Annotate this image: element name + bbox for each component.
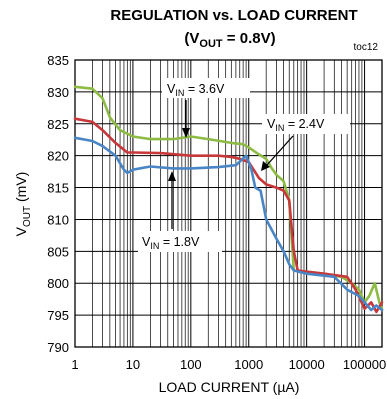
- y-tick-label: 815: [47, 181, 69, 196]
- x-axis-label: LOAD CURRENT (µA): [159, 379, 300, 395]
- y-tick-label: 830: [47, 85, 69, 100]
- annotation-2v4-bg: [262, 114, 350, 134]
- annotation-2v4: VIN = 2.4V: [267, 117, 325, 133]
- y-tick-label: 835: [47, 53, 69, 68]
- annotation-2v4-arrow-head: [261, 161, 270, 171]
- x-tick-label: 10: [126, 357, 140, 372]
- y-tick-label: 805: [47, 244, 69, 259]
- series-line-2: [73, 117, 384, 314]
- chart-subtitle: (VOUT = 0.8V): [184, 30, 275, 50]
- y-tick-label: 825: [47, 117, 69, 132]
- y-tick-label: 800: [47, 276, 69, 291]
- chart-grid: [74, 59, 383, 348]
- subtitle-prefix: (V: [184, 30, 199, 47]
- annotation-3v6: VIN = 3.6V: [167, 82, 225, 98]
- x-tick-label: 100000: [343, 357, 386, 372]
- x-tick-label: 100: [180, 357, 202, 372]
- annotation-2v4-arrow-line: [266, 135, 294, 166]
- subtitle-subscript: OUT: [199, 38, 223, 50]
- y-axis-label: VOUT (mV): [13, 172, 33, 237]
- annotation-1v8-bg: [138, 231, 222, 252]
- y-tick-label: 795: [47, 308, 69, 323]
- series-line-3: [73, 136, 384, 312]
- chart-title: REGULATION vs. LOAD CURRENT: [110, 7, 357, 24]
- annotation-3v6-arrow-head: [182, 128, 190, 138]
- annotation-3v6-bg: [162, 78, 250, 98]
- plot-frame: [74, 59, 383, 348]
- y-label-main: V: [13, 226, 29, 236]
- y-tick-label: 790: [47, 340, 69, 355]
- annotation-1v8: VIN = 1.8V: [142, 235, 200, 251]
- x-tick-label: 1: [71, 357, 78, 372]
- chart-tag: toc12: [354, 42, 379, 53]
- y-label-suffix: (mV): [13, 172, 29, 206]
- y-label-subscript: OUT: [22, 206, 33, 227]
- x-tick-label: 10000: [289, 357, 325, 372]
- y-tick-label: 810: [47, 212, 69, 227]
- x-tick-label: 1000: [234, 357, 263, 372]
- y-tick-label: 820: [47, 149, 69, 164]
- subtitle-suffix: = 0.8V): [223, 30, 276, 47]
- annotation-1v8-arrow-head: [168, 171, 176, 181]
- tick-labels: 1 10 100 1000 10000 100000 790 795 800 805 810 815 8…: [47, 53, 386, 372]
